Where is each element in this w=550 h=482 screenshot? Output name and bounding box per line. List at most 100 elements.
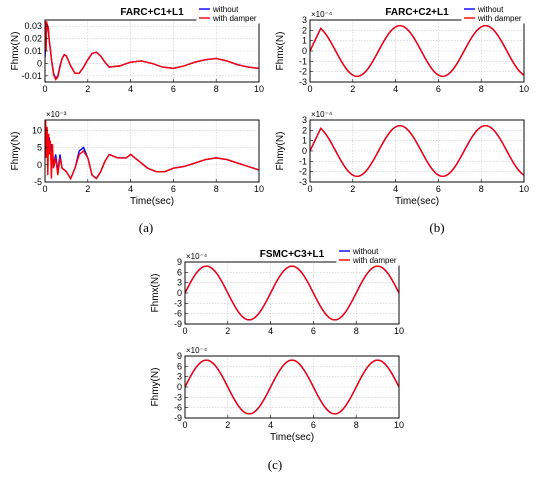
y-tick-label: -3 bbox=[299, 77, 307, 87]
y-tick-label: -1 bbox=[299, 156, 307, 166]
x-tick-label: 8 bbox=[479, 84, 484, 94]
chart-title: FSMC+C3+L1 bbox=[260, 249, 325, 260]
x-tick-label: 6 bbox=[436, 84, 441, 94]
y-tick-label: 1 bbox=[302, 36, 307, 46]
series-line-with-damper bbox=[45, 21, 259, 81]
x-tick-label: 8 bbox=[214, 184, 219, 194]
y-tick-label: -3 bbox=[174, 392, 182, 402]
chart-c_top: 0 2 4 6 8 10-9-6-30369Fhmx(N)FSMC+C3+L1×10⁻⁴w… bbox=[150, 245, 404, 336]
y-tick-label: -0.01 bbox=[21, 71, 42, 81]
x-tick-label: 10 bbox=[254, 84, 264, 94]
axis-multiplier: ×10⁻⁴ bbox=[186, 252, 208, 261]
y-tick-label: 10 bbox=[32, 125, 42, 135]
y-axis-label: Fhmy(N) bbox=[150, 368, 161, 407]
x-axis-label: Time(sec) bbox=[130, 196, 174, 207]
axis-multiplier: ×10⁻³ bbox=[46, 110, 67, 119]
x-tick-label: 4 bbox=[393, 184, 398, 194]
y-tick-label: 0 bbox=[37, 58, 42, 68]
y-tick-label: 9 bbox=[177, 257, 182, 267]
y-tick-label: 2 bbox=[302, 125, 307, 135]
x-tick-label: 8 bbox=[354, 420, 359, 430]
y-tick-label: 3 bbox=[177, 372, 182, 382]
chart-title: FARC+C1+L1 bbox=[120, 7, 184, 18]
x-tick-label: 2 bbox=[350, 184, 355, 194]
x-tick-label: 6 bbox=[311, 326, 316, 336]
y-tick-label: 3 bbox=[177, 278, 182, 288]
chart-title: FARC+C2+L1 bbox=[385, 7, 449, 18]
plot-area bbox=[184, 355, 400, 419]
plot-area bbox=[44, 119, 260, 183]
axis-multiplier: ×10⁻⁴ bbox=[311, 10, 333, 19]
y-tick-label: -2 bbox=[299, 167, 307, 177]
x-tick-label: 10 bbox=[519, 184, 529, 194]
y-axis-label: Fhmx(N) bbox=[150, 274, 161, 313]
chart-b_top: 0 2 4 6 8 10-3-2-10123Fhmx(N)FARC+C2+L1×10⁻⁴w… bbox=[275, 3, 529, 94]
legend-label: without bbox=[212, 5, 239, 14]
y-axis-label: Fhmy(N) bbox=[10, 132, 21, 171]
y-axis-label: Fhmx(N) bbox=[10, 32, 21, 71]
legend-box bbox=[336, 245, 400, 266]
x-tick-label: 6 bbox=[171, 184, 176, 194]
y-tick-label: 3 bbox=[302, 15, 307, 25]
y-tick-label: -2 bbox=[299, 67, 307, 77]
x-axis-label: Time(sec) bbox=[395, 196, 439, 207]
y-tick-label: 1 bbox=[302, 136, 307, 146]
x-tick-label: 2 bbox=[85, 84, 90, 94]
y-tick-label: 6 bbox=[177, 267, 182, 277]
y-tick-label: 0.02 bbox=[24, 34, 42, 44]
panel-label-c: (c) bbox=[268, 457, 282, 472]
axis-multiplier: ×10⁻⁴ bbox=[186, 346, 208, 355]
y-tick-label: 0 bbox=[302, 46, 307, 56]
x-tick-label: 4 bbox=[128, 184, 133, 194]
plot-border bbox=[44, 119, 260, 183]
series-line-with-damper bbox=[310, 124, 524, 178]
y-tick-label: -3 bbox=[174, 298, 182, 308]
y-tick-label: -6 bbox=[174, 309, 182, 319]
y-tick-label: 0 bbox=[302, 146, 307, 156]
x-tick-label: 8 bbox=[354, 326, 359, 336]
legend-box bbox=[196, 3, 260, 24]
y-tick-label: 3 bbox=[302, 115, 307, 125]
x-tick-label: 2 bbox=[85, 184, 90, 194]
legend-box bbox=[461, 3, 525, 24]
chart-a_top: 0 2 4 6 8 10-0.0100.010.020.03Fhmx(N)FARC+C1+… bbox=[10, 3, 264, 94]
y-tick-label: -5 bbox=[34, 177, 42, 187]
y-axis-label: Fhmy(N) bbox=[275, 132, 286, 171]
y-tick-label: 2 bbox=[302, 25, 307, 35]
x-tick-label: 0 bbox=[307, 184, 312, 194]
y-tick-label: 5 bbox=[37, 143, 42, 153]
y-tick-label: -6 bbox=[174, 403, 182, 413]
series-line-with-damper bbox=[185, 265, 399, 321]
x-tick-label: 8 bbox=[214, 84, 219, 94]
y-tick-label: 0 bbox=[177, 382, 182, 392]
x-tick-label: 4 bbox=[268, 420, 273, 430]
x-tick-label: 2 bbox=[225, 420, 230, 430]
x-tick-label: 0 bbox=[182, 326, 187, 336]
y-tick-label: -9 bbox=[174, 413, 182, 423]
legend-label: with damper bbox=[352, 256, 397, 265]
series-line-with-damper bbox=[45, 120, 259, 181]
x-tick-label: 10 bbox=[394, 420, 404, 430]
x-tick-label: 10 bbox=[254, 184, 264, 194]
x-tick-label: 0 bbox=[42, 84, 47, 94]
y-tick-label: -3 bbox=[299, 177, 307, 187]
x-tick-label: 8 bbox=[479, 184, 484, 194]
legend-label: without bbox=[477, 5, 504, 14]
legend-label: with damper bbox=[477, 14, 522, 23]
y-tick-label: 0.03 bbox=[24, 21, 42, 31]
x-tick-label: 10 bbox=[394, 326, 404, 336]
x-tick-label: 0 bbox=[182, 420, 187, 430]
x-tick-label: 2 bbox=[350, 84, 355, 94]
y-tick-label: 6 bbox=[177, 361, 182, 371]
panel-label-a: (a) bbox=[139, 220, 153, 235]
y-tick-label: 0.01 bbox=[24, 46, 42, 56]
y-tick-label: 0 bbox=[177, 288, 182, 298]
x-tick-label: 2 bbox=[225, 326, 230, 336]
plot-area bbox=[184, 261, 400, 325]
x-tick-label: 10 bbox=[519, 84, 529, 94]
axis-multiplier: ×10⁻⁴ bbox=[311, 110, 333, 119]
y-tick-label: -9 bbox=[174, 319, 182, 329]
